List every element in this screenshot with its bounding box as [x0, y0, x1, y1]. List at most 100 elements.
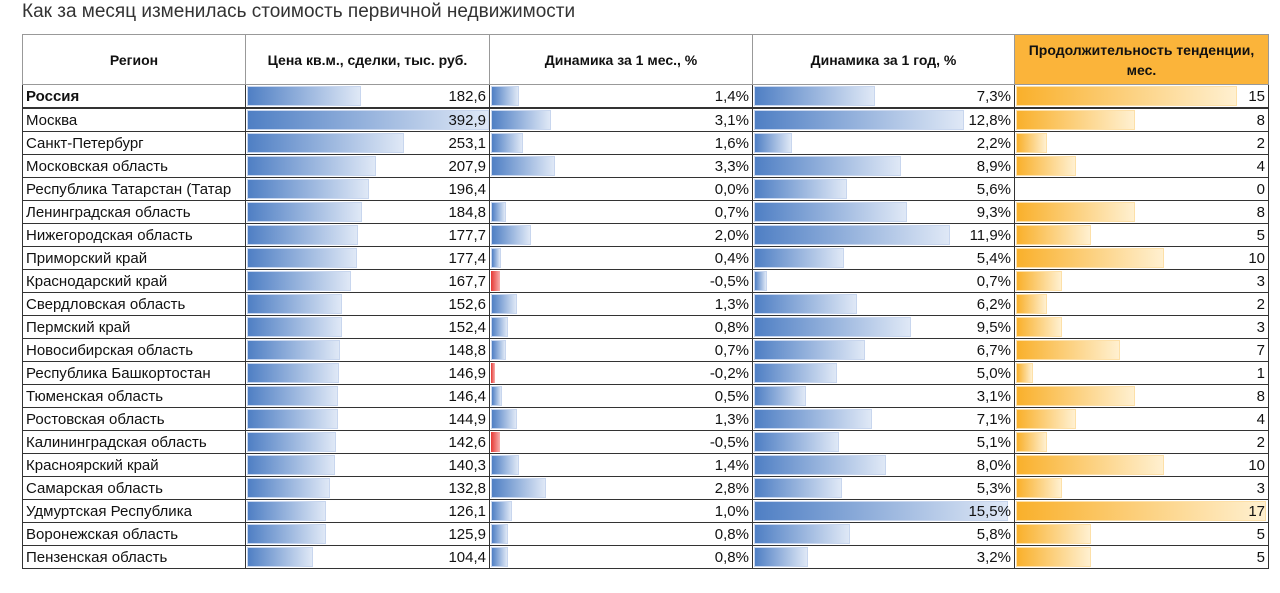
table-row: Республика Татарстан (Татар 196,4 0,0% 5,6%… [22, 177, 1269, 201]
month-change-bar [491, 271, 501, 291]
trend-duration-bar [1016, 409, 1077, 429]
y1-value: 5,3% [976, 479, 1011, 497]
trend-duration-cell: 7 [1014, 338, 1269, 362]
month-change-bar [491, 133, 524, 153]
price-bar [247, 248, 358, 268]
y1-value: 9,5% [976, 318, 1011, 336]
year-change-cell: 7,3% [752, 84, 1015, 109]
month-change-cell: 0,8% [489, 522, 753, 546]
year-change-bar [754, 248, 844, 268]
year-change-bar [754, 202, 908, 222]
trend-duration-cell: 0 [1014, 177, 1269, 201]
region-cell: Ростовская область [22, 407, 246, 431]
dur-value: 5 [1256, 226, 1265, 244]
y1-value: 5,6% [976, 180, 1011, 198]
month-change-cell: 1,3% [489, 292, 753, 316]
region-name: Республика Татарстан (Татар [26, 180, 232, 198]
m1-value: 1,4% [714, 456, 749, 474]
price-value: 167,7 [448, 272, 486, 290]
year-change-bar [754, 432, 839, 452]
trend-duration-bar [1016, 110, 1135, 130]
y1-value: 15,5% [968, 502, 1011, 520]
price-cell: 146,9 [245, 361, 490, 385]
price-cell: 177,7 [245, 223, 490, 247]
month-change-bar [491, 225, 531, 245]
table-row: Калининградская область 142,6 -0,5% 5,1% 2 [22, 430, 1269, 454]
region-cell: Удмуртская Республика [22, 499, 246, 523]
price-bar [247, 202, 362, 222]
table-row: Удмуртская Республика 126,1 1,0% 15,5% 17 [22, 499, 1269, 523]
m1-value: 1,6% [714, 134, 749, 152]
header-trend-duration: Продолжительность тенденции, мес. [1014, 34, 1269, 85]
price-cell: 152,4 [245, 315, 490, 339]
year-change-cell: 3,2% [752, 545, 1015, 569]
price-bar [247, 409, 338, 429]
price-cell: 184,8 [245, 200, 490, 224]
price-bar [247, 363, 339, 383]
year-change-bar [754, 409, 872, 429]
trend-duration-cell: 5 [1014, 545, 1269, 569]
price-bar [247, 110, 489, 130]
year-change-cell: 2,2% [752, 131, 1015, 155]
price-value: 184,8 [448, 203, 486, 221]
year-change-bar [754, 363, 838, 383]
table-row: Республика Башкортостан 146,9 -0,2% 5,0% 1 [22, 361, 1269, 385]
trend-duration-bar [1016, 501, 1267, 521]
trend-duration-cell: 4 [1014, 154, 1269, 178]
price-bar [247, 294, 343, 314]
month-change-bar [491, 432, 501, 452]
region-name: Приморский край [26, 249, 148, 267]
month-change-cell: 2,8% [489, 476, 753, 500]
price-value: 132,8 [448, 479, 486, 497]
price-value: 392,9 [448, 111, 486, 129]
year-change-bar [754, 133, 792, 153]
header-year-change: Динамика за 1 год, % [752, 34, 1015, 85]
price-bar [247, 179, 369, 199]
region-cell: Приморский край [22, 246, 246, 270]
table-row: Россия 182,6 1,4% 7,3% 15 [22, 84, 1269, 109]
table-row: Москва 392,9 3,1% 12,8% 8 [22, 107, 1269, 132]
table-row: Нижегородская область 177,7 2,0% 11,9% 5 [22, 223, 1269, 247]
month-change-bar [491, 317, 509, 337]
region-name: Тюменская область [26, 387, 164, 405]
trend-duration-bar [1016, 202, 1135, 222]
y1-value: 9,3% [976, 203, 1011, 221]
price-bar [247, 340, 340, 360]
table-row: Самарская область 132,8 2,8% 5,3% 3 [22, 476, 1269, 500]
region-name: Ленинградская область [26, 203, 191, 221]
trend-duration-bar [1016, 386, 1135, 406]
region-cell: Нижегородская область [22, 223, 246, 247]
page-title: Как за месяц изменилась стоимость первич… [22, 1, 576, 22]
dur-value: 3 [1256, 272, 1265, 290]
dur-value: 8 [1256, 387, 1265, 405]
trend-duration-cell: 3 [1014, 315, 1269, 339]
price-cell: 392,9 [245, 107, 490, 132]
price-bar [247, 547, 313, 567]
price-value: 144,9 [448, 410, 486, 428]
month-change-cell: 0,8% [489, 545, 753, 569]
trend-duration-bar [1016, 455, 1164, 475]
month-change-cell: 0,7% [489, 200, 753, 224]
m1-value: 0,7% [714, 203, 749, 221]
region-cell: Самарская область [22, 476, 246, 500]
m1-value: 2,8% [714, 479, 749, 497]
y1-value: 8,9% [976, 157, 1011, 175]
month-change-cell: 0,0% [489, 177, 753, 201]
year-change-cell: 12,8% [752, 107, 1015, 132]
price-value: 140,3 [448, 456, 486, 474]
year-change-bar [754, 225, 950, 245]
month-change-cell: 1,3% [489, 407, 753, 431]
year-change-cell: 5,0% [752, 361, 1015, 385]
region-name: Самарская область [26, 479, 163, 497]
region-cell: Пермский край [22, 315, 246, 339]
price-value: 177,4 [448, 249, 486, 267]
m1-value: 1,3% [714, 295, 749, 313]
price-value: 182,6 [448, 87, 486, 105]
region-name: Пензенская область [26, 548, 168, 566]
year-change-cell: 5,3% [752, 476, 1015, 500]
header-row: Регион Цена кв.м., сделки, тыс. руб. Дин… [22, 34, 1269, 85]
dur-value: 5 [1256, 525, 1265, 543]
price-bar [247, 524, 326, 544]
price-bar [247, 271, 352, 291]
dur-value: 1 [1256, 364, 1265, 382]
